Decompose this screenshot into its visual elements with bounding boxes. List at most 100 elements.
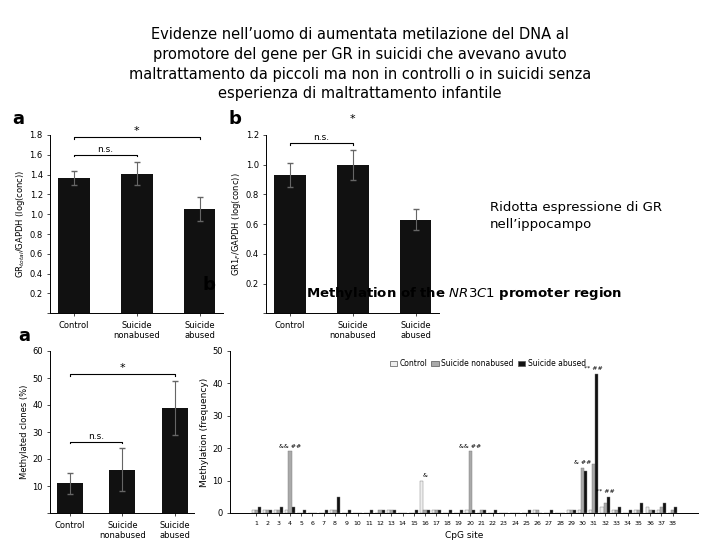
Bar <box>460 510 464 513</box>
Bar <box>472 510 474 513</box>
Bar <box>435 510 438 513</box>
Bar <box>387 510 390 513</box>
Bar <box>589 510 593 513</box>
Bar <box>640 503 644 513</box>
Bar <box>337 165 369 313</box>
Bar <box>663 503 666 513</box>
Bar <box>480 510 483 513</box>
Text: && ##: && ## <box>279 444 301 449</box>
Y-axis label: Methylation (frequency): Methylation (frequency) <box>200 377 210 487</box>
Text: a: a <box>19 327 31 345</box>
Bar <box>570 510 573 513</box>
Bar <box>550 510 554 513</box>
Bar <box>336 497 340 513</box>
Text: Evidenze nell’uomo di aumentata metilazione del DNA al
promotore del gene per GR: Evidenze nell’uomo di aumentata metilazi… <box>129 27 591 102</box>
Bar <box>280 507 283 513</box>
Bar <box>612 510 615 513</box>
Text: && ##: && ## <box>459 444 481 449</box>
Bar <box>292 507 294 513</box>
Bar <box>438 510 441 513</box>
Text: Methylation of the $\it{NR3C1}$ promoter region: Methylation of the $\it{NR3C1}$ promoter… <box>306 286 623 302</box>
Bar <box>593 464 595 513</box>
Bar <box>162 408 188 513</box>
Bar <box>615 510 618 513</box>
Bar <box>449 510 452 513</box>
Bar <box>333 510 336 513</box>
Bar <box>584 471 587 513</box>
Y-axis label: GR$_{total}$/GAPDH (log(conc)): GR$_{total}$/GAPDH (log(conc)) <box>14 170 27 278</box>
Bar <box>269 510 272 513</box>
Bar <box>285 510 289 513</box>
Bar <box>258 507 261 513</box>
Bar <box>57 483 83 513</box>
Bar <box>382 510 384 513</box>
Text: b: b <box>228 110 241 128</box>
Bar <box>420 481 423 513</box>
Bar <box>671 510 674 513</box>
Bar <box>302 510 306 513</box>
Bar <box>603 503 606 513</box>
Bar <box>277 510 280 513</box>
Bar <box>657 510 660 513</box>
Bar <box>415 510 418 513</box>
Text: ** ##: ** ## <box>585 366 603 371</box>
Bar <box>646 507 649 513</box>
Bar <box>618 507 621 513</box>
Bar <box>578 510 581 513</box>
Bar <box>252 510 255 513</box>
Text: & ##: & ## <box>574 460 591 465</box>
Bar <box>649 510 652 513</box>
Text: *: * <box>134 126 140 136</box>
Bar <box>533 510 536 513</box>
Bar <box>255 510 258 513</box>
Bar <box>379 510 382 513</box>
Bar <box>567 510 570 513</box>
Text: *: * <box>120 363 125 374</box>
Bar <box>348 510 351 513</box>
Bar <box>637 510 640 513</box>
Text: a: a <box>12 110 24 128</box>
Bar <box>528 510 531 513</box>
Text: ** ##: ** ## <box>595 489 614 494</box>
Bar <box>469 451 472 513</box>
Bar <box>573 510 576 513</box>
Bar <box>266 510 269 513</box>
Bar <box>423 510 426 513</box>
Text: n.s.: n.s. <box>97 145 114 154</box>
X-axis label: CpG site: CpG site <box>445 531 484 540</box>
Y-axis label: Methylated clones (%): Methylated clones (%) <box>20 385 30 479</box>
Bar <box>595 374 598 513</box>
Text: n.s.: n.s. <box>313 133 330 142</box>
Bar <box>393 510 396 513</box>
Legend: Control, Suicide nonabused, Suicide abused: Control, Suicide nonabused, Suicide abus… <box>387 356 589 372</box>
Bar <box>465 510 469 513</box>
Text: *: * <box>350 114 356 124</box>
Bar <box>536 510 539 513</box>
Bar <box>121 174 153 313</box>
Text: b: b <box>202 276 215 294</box>
Bar <box>390 510 393 513</box>
Bar <box>426 510 430 513</box>
Bar <box>600 507 603 513</box>
Bar <box>483 510 486 513</box>
Bar <box>184 209 215 313</box>
Bar <box>58 178 90 313</box>
Bar <box>263 510 266 513</box>
Bar <box>494 510 497 513</box>
Text: &: & <box>423 473 428 478</box>
Bar <box>289 451 292 513</box>
Text: Ridotta espressione di GR
nell’ippocampo: Ridotta espressione di GR nell’ippocampo <box>490 201 662 231</box>
Bar <box>432 510 435 513</box>
Bar <box>652 510 654 513</box>
Bar <box>274 510 277 513</box>
Bar <box>660 507 663 513</box>
Bar <box>674 507 677 513</box>
Bar <box>370 510 373 513</box>
Bar <box>330 510 333 513</box>
Bar <box>629 510 632 513</box>
Bar <box>325 510 328 513</box>
Bar <box>606 497 610 513</box>
Bar <box>581 468 584 513</box>
Text: n.s.: n.s. <box>88 432 104 441</box>
Y-axis label: GR1$_F$/GAPDH (log(conc)): GR1$_F$/GAPDH (log(conc)) <box>230 172 243 276</box>
